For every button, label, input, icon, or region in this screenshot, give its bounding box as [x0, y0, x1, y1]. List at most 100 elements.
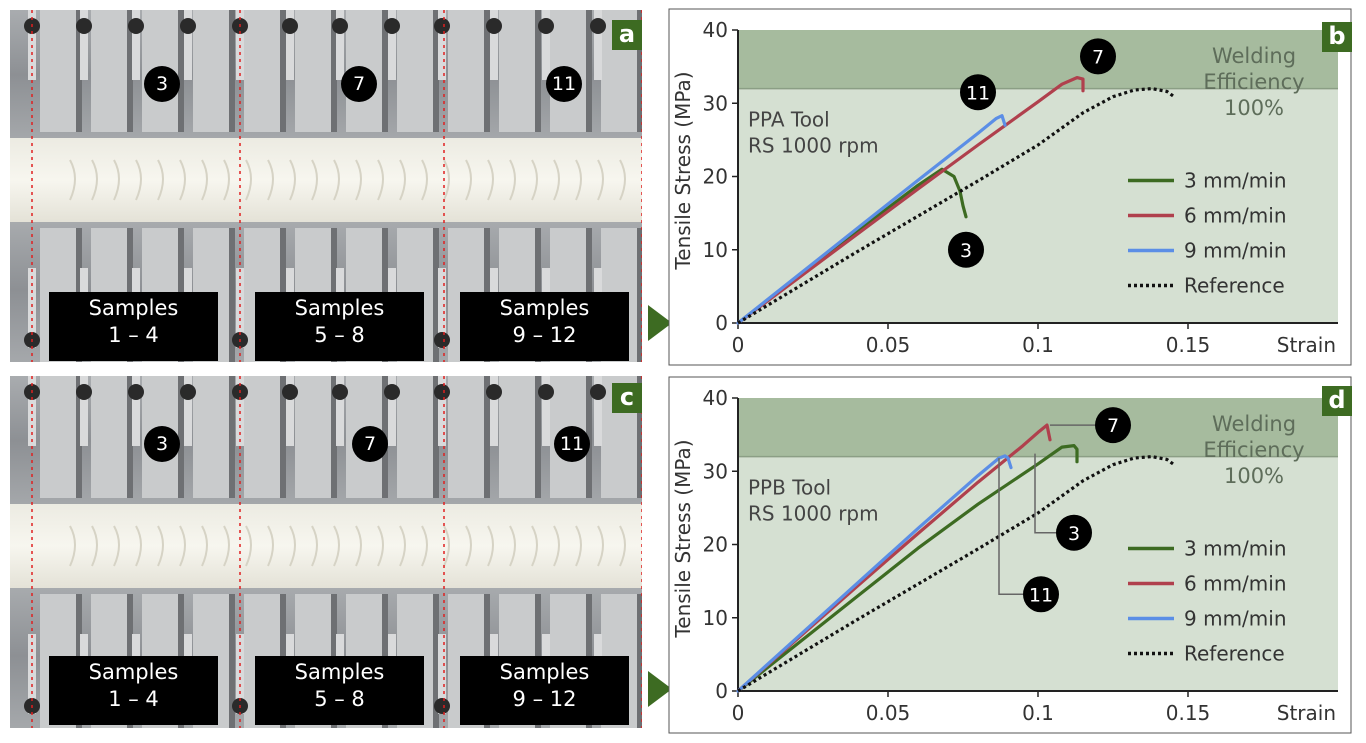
- chart-svg: 0 10 20 30 40 0 0.05 0.1 0.15 Strain Tensile Stres…: [668, 376, 1352, 734]
- point-label-circle: [1023, 576, 1059, 613]
- samples-range: 1 – 4: [108, 323, 159, 347]
- point-label: 3: [1068, 523, 1080, 545]
- y-tick-label: 10: [703, 606, 728, 630]
- efficiency-label: Welding: [1212, 412, 1296, 436]
- y-tick-label: 30: [703, 91, 728, 115]
- point-label: 7: [1092, 46, 1104, 68]
- y-tick-label: 40: [703, 18, 728, 42]
- samples-range: 9 – 12: [512, 687, 577, 711]
- samples-range: 1 – 4: [108, 687, 159, 711]
- legend-entry: Reference: [1184, 641, 1285, 665]
- samples-box: Samples 5 – 8: [255, 656, 424, 725]
- marker-circle: 11: [554, 426, 590, 462]
- x-tick-label: 0: [732, 333, 745, 357]
- y-axis-label: Tensile Stress (MPa): [671, 439, 695, 638]
- y-axis-label: Tensile Stress (MPa): [671, 71, 695, 270]
- tool-annotation: PPB Tool: [748, 476, 831, 500]
- panel-label-a: a: [612, 20, 642, 50]
- point-label-circle: [960, 74, 996, 111]
- chart-svg: 0 10 20 30 40 0 0.05 0.1 0.15 Strain Tensile Stres…: [668, 8, 1352, 366]
- fixture-slot: [244, 10, 280, 132]
- efficiency-label: Welding: [1212, 44, 1296, 68]
- efficiency-label: Efficiency: [1203, 438, 1304, 462]
- efficiency-label: 100%: [1224, 464, 1284, 488]
- fixture-slot: [40, 376, 76, 498]
- y-tick-label: 0: [715, 679, 728, 703]
- efficiency-band: [738, 398, 1338, 457]
- fixture-slot: [295, 10, 331, 132]
- point-label: 7: [1107, 415, 1119, 437]
- fixture-slot: [448, 10, 484, 132]
- efficiency-label: Efficiency: [1203, 70, 1304, 94]
- samples-title: Samples: [88, 296, 179, 320]
- point-label: 3: [960, 240, 972, 262]
- legend-entry: 9 mm/min: [1184, 606, 1287, 630]
- tool-annotation: RS 1000 rpm: [748, 502, 879, 526]
- x-tick-label: 0.15: [1166, 333, 1211, 357]
- samples-range: 9 – 12: [512, 323, 577, 347]
- point-label-circle: [948, 231, 984, 268]
- fixture-slot: [295, 376, 331, 498]
- leader-line: [1034, 453, 1056, 534]
- fixture-slot: [499, 10, 535, 132]
- leader-line: [998, 458, 1023, 596]
- series-line: [736, 444, 1079, 693]
- fixture-slot: [91, 376, 127, 498]
- point-label-circle: [1056, 514, 1092, 551]
- marker-circle: 7: [341, 66, 377, 102]
- panel-label-d: d: [1322, 386, 1352, 416]
- panel-label-c: c: [612, 383, 642, 413]
- stress-strain-chart-b: 0 10 20 30 40 0 0.05 0.1 0.15 Strain Tensile Stres…: [668, 8, 1358, 368]
- x-tick-label: 0.1: [1022, 701, 1054, 725]
- x-axis-label: Strain: [1277, 333, 1336, 357]
- fixture-slot: [499, 376, 535, 498]
- series-line: [737, 87, 1174, 325]
- tool-annotation: PPA Tool: [748, 108, 830, 132]
- efficiency-band: [738, 30, 1338, 89]
- stress-strain-chart-d: 0 10 20 30 40 0 0.05 0.1 0.15 Strain Tensile Stres…: [668, 376, 1358, 736]
- arrow-right-icon: [648, 305, 672, 341]
- series-line: [737, 455, 1174, 693]
- fixture-slot: [193, 376, 229, 498]
- x-tick-label: 0.05: [866, 333, 911, 357]
- legend-entry: Reference: [1184, 273, 1285, 297]
- fixture-slot: [448, 376, 484, 498]
- y-tick-label: 20: [703, 533, 728, 557]
- y-tick-label: 40: [703, 386, 728, 410]
- series-line: [736, 76, 1085, 325]
- samples-title: Samples: [499, 660, 590, 684]
- fixture-slot: [193, 10, 229, 132]
- samples-title: Samples: [294, 296, 385, 320]
- samples-title: Samples: [294, 660, 385, 684]
- fixture-slot: [91, 10, 127, 132]
- samples-range: 5 – 8: [314, 687, 365, 711]
- x-tick-label: 0: [732, 701, 745, 725]
- marker-circle: 11: [546, 66, 582, 102]
- tool-annotation: RS 1000 rpm: [748, 134, 879, 158]
- fixture-slot: [397, 376, 433, 498]
- y-tick-label: 0: [715, 311, 728, 335]
- marker-circle: 7: [352, 426, 388, 462]
- legend-entry: 9 mm/min: [1184, 238, 1287, 262]
- legend-entry: 3 mm/min: [1184, 536, 1287, 560]
- point-label: 11: [966, 82, 990, 104]
- point-label-circle: [1095, 407, 1131, 444]
- x-tick-label: 0.1: [1022, 333, 1054, 357]
- legend-entry: 3 mm/min: [1184, 168, 1287, 192]
- samples-box: Samples 1 – 4: [49, 292, 218, 361]
- samples-range: 5 – 8: [314, 323, 365, 347]
- fixture-slot: [397, 10, 433, 132]
- point-label: 11: [1029, 584, 1053, 606]
- point-label-circle: [1080, 38, 1116, 75]
- x-axis-label: Strain: [1277, 701, 1336, 725]
- legend-entry: 6 mm/min: [1184, 203, 1287, 227]
- samples-box: Samples 9 – 12: [460, 292, 629, 361]
- arrow-right-icon: [648, 671, 672, 707]
- samples-box: Samples 9 – 12: [460, 656, 629, 725]
- fixture-slot: [244, 376, 280, 498]
- samples-box: Samples 1 – 4: [49, 656, 218, 725]
- y-tick-label: 30: [703, 459, 728, 483]
- fixture-slot: [40, 10, 76, 132]
- marker-circle: 3: [144, 426, 180, 462]
- y-tick-label: 20: [703, 165, 728, 189]
